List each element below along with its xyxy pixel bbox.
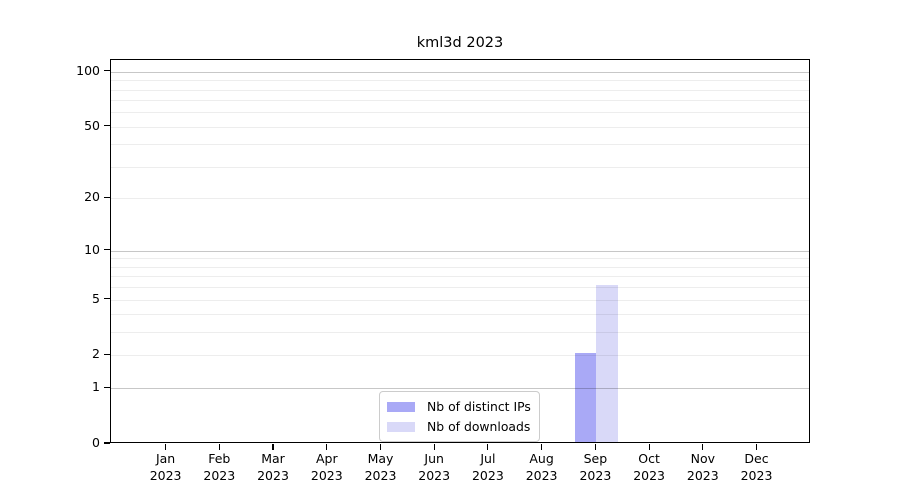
y-tick-label: 50 [84,117,100,133]
x-tick-mark [487,443,489,450]
y-tick-mark [104,196,110,198]
y-gridline-major [111,71,809,73]
y-gridline-minor [111,276,809,278]
x-tick-label: Jul 2023 [471,451,504,483]
x-tick-mark [702,443,704,450]
y-gridline-minor [111,167,809,168]
y-gridline-minor [111,112,809,114]
y-gridline-minor [111,332,809,334]
x-tick-mark [755,443,758,450]
x-tick-mark [648,443,650,450]
legend-label-distinct-ips: Nb of distinct IPs [427,399,531,414]
y-tick-mark [104,353,110,355]
y-tick-label: 5 [92,290,100,306]
y-gridline-minor [111,89,809,91]
y-gridline-minor [111,144,809,146]
legend: Nb of distinct IPs Nb of downloads [379,391,540,442]
x-tick-mark [594,443,596,450]
legend-item-downloads: Nb of downloads [387,418,531,435]
y-gridline-minor [111,198,809,200]
y-tick-label: 20 [84,189,100,205]
bar-downloads [596,285,618,442]
legend-swatch-downloads [387,421,415,432]
bar-distinct-ips [575,353,597,442]
y-tick-mark [104,249,110,251]
plot-area [110,59,810,443]
y-gridline-minor [111,80,809,82]
x-tick-label: Feb 2023 [203,451,236,483]
y-gridline-minor [111,314,809,316]
x-tick-label: Jun 2023 [418,451,451,483]
x-tick-label: Mar 2023 [257,451,289,483]
y-tick-label: 0 [92,435,100,450]
x-tick-label: Sep 2023 [579,451,612,483]
y-tick-label: 2 [92,346,100,362]
y-tick-mark [104,442,110,444]
y-gridline-minor [111,258,809,260]
x-tick-mark [433,443,435,450]
y-gridline-minor [111,287,809,288]
x-tick-mark [541,443,543,450]
x-tick-label: Apr 2023 [310,451,343,483]
y-tick-label: 100 [76,62,100,78]
y-gridline-major [111,250,809,252]
x-tick-mark [165,443,167,450]
x-tick-mark [272,443,274,450]
x-tick-label: Dec 2023 [740,451,773,483]
y-tick-mark [104,70,110,72]
y-gridline-minor [111,299,809,301]
legend-label-downloads: Nb of downloads [427,419,531,434]
y-gridline-minor [111,100,809,102]
legend-item-distinct-ips: Nb of distinct IPs [387,398,531,415]
x-tick-mark [326,443,328,450]
x-tick-label: Oct 2023 [633,451,665,483]
y-tick-mark [104,125,110,127]
y-gridline-major [111,388,809,390]
y-gridline-minor [111,126,809,128]
x-tick-label: Nov 2023 [686,451,719,483]
chart-title: kml3d 2023 [416,35,504,51]
x-tick-label: Aug 2023 [525,451,558,483]
x-tick-mark [218,443,220,450]
y-tick-mark [104,386,110,388]
x-tick-mark [379,443,382,450]
y-gridline-minor [111,355,809,357]
y-tick-label: 1 [92,379,100,395]
x-tick-label: May 2023 [364,451,397,483]
x-tick-label: Jan 2023 [149,451,182,483]
legend-swatch-distinct-ips [387,401,415,412]
y-gridline-minor [111,266,809,268]
y-tick-label: 10 [84,241,100,257]
y-tick-mark [104,297,110,300]
